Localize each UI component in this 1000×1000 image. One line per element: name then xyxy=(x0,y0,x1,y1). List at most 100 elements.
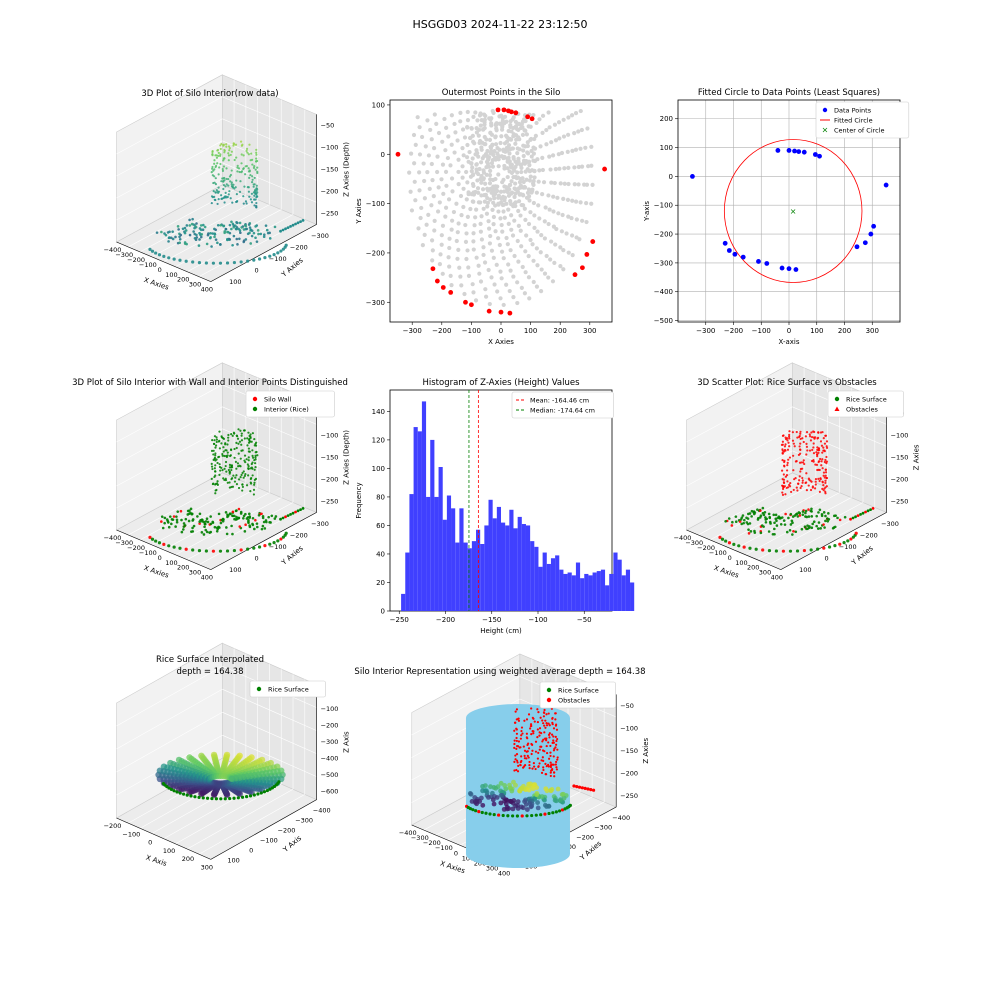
histogram-bar xyxy=(525,525,531,611)
outer-point xyxy=(469,302,474,308)
ring-point xyxy=(246,259,250,263)
wall-point xyxy=(224,185,227,188)
silo-point xyxy=(468,206,473,212)
wall-point xyxy=(232,474,235,477)
wall-point xyxy=(805,489,808,492)
grid-3d xyxy=(116,384,223,443)
wall-point xyxy=(781,487,785,491)
silo-point xyxy=(471,139,476,144)
wall-point xyxy=(782,481,786,485)
histogram-bar xyxy=(617,559,622,611)
silo-point xyxy=(543,205,548,210)
silo-point xyxy=(513,174,518,179)
wall-point xyxy=(816,446,819,449)
silo-point xyxy=(506,146,511,151)
silo-point xyxy=(459,213,464,218)
y-tick-label: 60 xyxy=(376,522,385,530)
wall-point xyxy=(230,448,233,452)
grid-3d xyxy=(686,384,793,443)
wall-point xyxy=(819,440,823,443)
y-tick-label: 0 xyxy=(254,266,258,274)
silo-point xyxy=(485,188,491,193)
rice-surface-point xyxy=(196,515,199,518)
silo-point xyxy=(500,123,505,128)
silo-point xyxy=(498,269,503,274)
z-tick-label: −100 xyxy=(620,724,638,732)
silo-point xyxy=(474,207,479,212)
rice-surface-point xyxy=(231,532,234,536)
rice-surface-point xyxy=(243,223,247,227)
obstacle-point xyxy=(538,727,542,730)
rice-surface-point xyxy=(178,241,182,245)
wall-point xyxy=(245,149,248,152)
wall-point xyxy=(218,430,221,433)
wall-point xyxy=(824,490,827,493)
wall-point xyxy=(234,143,238,146)
wall-point xyxy=(230,478,233,481)
silo-point xyxy=(524,132,529,137)
silo-point xyxy=(500,194,506,199)
legend-label: Silo Wall xyxy=(264,396,292,404)
obstacle-point xyxy=(548,724,551,727)
silo-point xyxy=(491,177,496,183)
wall-point xyxy=(238,464,241,467)
y-tick-label: 20 xyxy=(376,579,385,587)
silo-point xyxy=(453,130,458,135)
legend-marker xyxy=(546,697,552,703)
legend-label: Rice Surface xyxy=(268,686,309,694)
silo-point xyxy=(465,118,471,123)
wall-point xyxy=(221,454,224,457)
rice-surface-point xyxy=(775,519,778,523)
silo-point xyxy=(576,129,581,134)
silo-point xyxy=(556,120,562,125)
wall-point xyxy=(211,165,214,169)
silo-point xyxy=(464,256,469,262)
wall-point xyxy=(221,169,225,172)
histogram-bar xyxy=(534,546,539,611)
silo-point xyxy=(443,169,449,175)
ring-point xyxy=(211,549,216,553)
wall-point xyxy=(789,482,792,485)
ring-point xyxy=(191,260,195,264)
histogram-bar xyxy=(455,542,460,611)
wall-point xyxy=(227,436,230,439)
ring-point xyxy=(239,548,243,552)
ring-point xyxy=(279,249,283,253)
legend-label: Center of Circle xyxy=(834,127,885,135)
wall-point xyxy=(255,206,258,209)
wall-point xyxy=(800,461,803,464)
wall-point xyxy=(213,439,216,442)
rice-surface-point xyxy=(817,511,820,514)
silo-point xyxy=(579,164,585,169)
rice-surface-point xyxy=(273,225,277,229)
silo-point xyxy=(522,128,527,133)
wall-point xyxy=(254,442,257,445)
wall-point xyxy=(237,486,241,490)
wall-point xyxy=(793,445,796,448)
rice-surface-point xyxy=(210,245,213,248)
silo-point xyxy=(576,182,581,187)
surface-patch xyxy=(526,787,532,793)
obstacle-point xyxy=(531,767,534,770)
rice-surface-point xyxy=(231,243,234,247)
wall-point xyxy=(820,444,824,447)
silo-point xyxy=(446,134,451,139)
silo-point xyxy=(536,203,541,208)
wall-point xyxy=(214,183,218,186)
wall-point xyxy=(823,442,827,445)
silo-point xyxy=(540,113,546,118)
rice-surface-point xyxy=(746,517,750,520)
x-tick-label: 200 xyxy=(177,564,189,572)
silo-point xyxy=(515,151,520,156)
wall-point xyxy=(212,442,216,445)
silo-point xyxy=(488,145,494,151)
silo-point xyxy=(509,227,514,232)
silo-point xyxy=(523,118,528,124)
wall-point xyxy=(253,165,256,168)
silo-point xyxy=(525,167,530,172)
obstacle-point xyxy=(537,765,540,768)
histogram-bar xyxy=(530,541,535,611)
silo-point xyxy=(488,117,493,122)
p5-panel: Histogram of Z-Axies (Height) Values−250… xyxy=(355,378,635,635)
silo-point xyxy=(526,187,531,192)
